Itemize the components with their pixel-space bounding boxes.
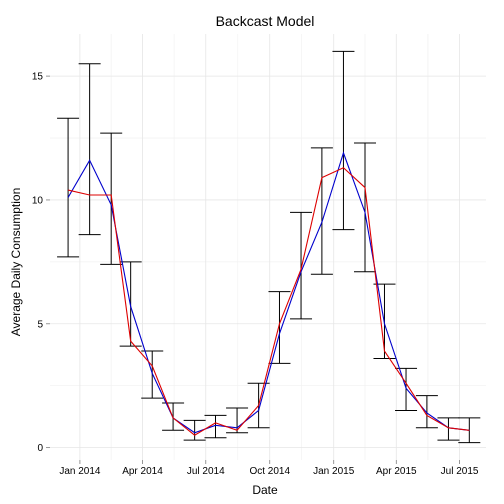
x-tick-label: Jul 2015 bbox=[441, 466, 479, 477]
y-tick-label: 5 bbox=[37, 319, 43, 330]
error-bar bbox=[458, 417, 481, 444]
x-tick-label: Jan 2014 bbox=[59, 466, 101, 477]
error-bar bbox=[183, 419, 206, 441]
error-bar bbox=[310, 147, 333, 275]
x-tick-label: Jan 2015 bbox=[313, 466, 355, 477]
error-bar bbox=[437, 417, 460, 441]
error-bar bbox=[290, 211, 313, 320]
y-tick-label: 10 bbox=[32, 195, 44, 206]
y-axis-title: Average Daily Consumption bbox=[9, 188, 23, 337]
error-bar bbox=[354, 142, 377, 273]
error-bar bbox=[204, 414, 227, 439]
grid bbox=[50, 34, 486, 460]
series-lines bbox=[67, 151, 470, 436]
error-bar bbox=[226, 407, 249, 434]
error-bar bbox=[78, 63, 101, 236]
error-bar bbox=[57, 117, 80, 258]
y-tick-labels: 0 5 10 15 bbox=[32, 72, 44, 455]
x-tick-label: Jul 2014 bbox=[187, 466, 225, 477]
series-line-1 bbox=[67, 151, 470, 434]
error-bar bbox=[395, 367, 418, 411]
y-tick-label: 0 bbox=[37, 443, 43, 454]
x-tick-label: Apr 2015 bbox=[376, 466, 417, 477]
error-bar bbox=[268, 291, 291, 364]
error-bar bbox=[332, 50, 355, 231]
x-tick-labels: Jan 2014 Apr 2014 Jul 2014 Oct 2014 Jan 2015… bbox=[59, 466, 479, 477]
chart-title: Backcast Model bbox=[216, 13, 315, 29]
x-tick-label: Oct 2014 bbox=[249, 466, 290, 477]
x-tick-label: Apr 2014 bbox=[122, 466, 163, 477]
axis-ticks bbox=[46, 75, 460, 464]
error-bar bbox=[415, 395, 438, 429]
x-axis-title: Date bbox=[252, 483, 278, 497]
series-line-2 bbox=[67, 167, 470, 436]
error-bars bbox=[57, 50, 481, 444]
y-tick-label: 15 bbox=[32, 72, 44, 83]
